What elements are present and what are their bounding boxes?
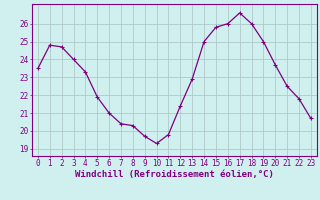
- X-axis label: Windchill (Refroidissement éolien,°C): Windchill (Refroidissement éolien,°C): [75, 170, 274, 179]
